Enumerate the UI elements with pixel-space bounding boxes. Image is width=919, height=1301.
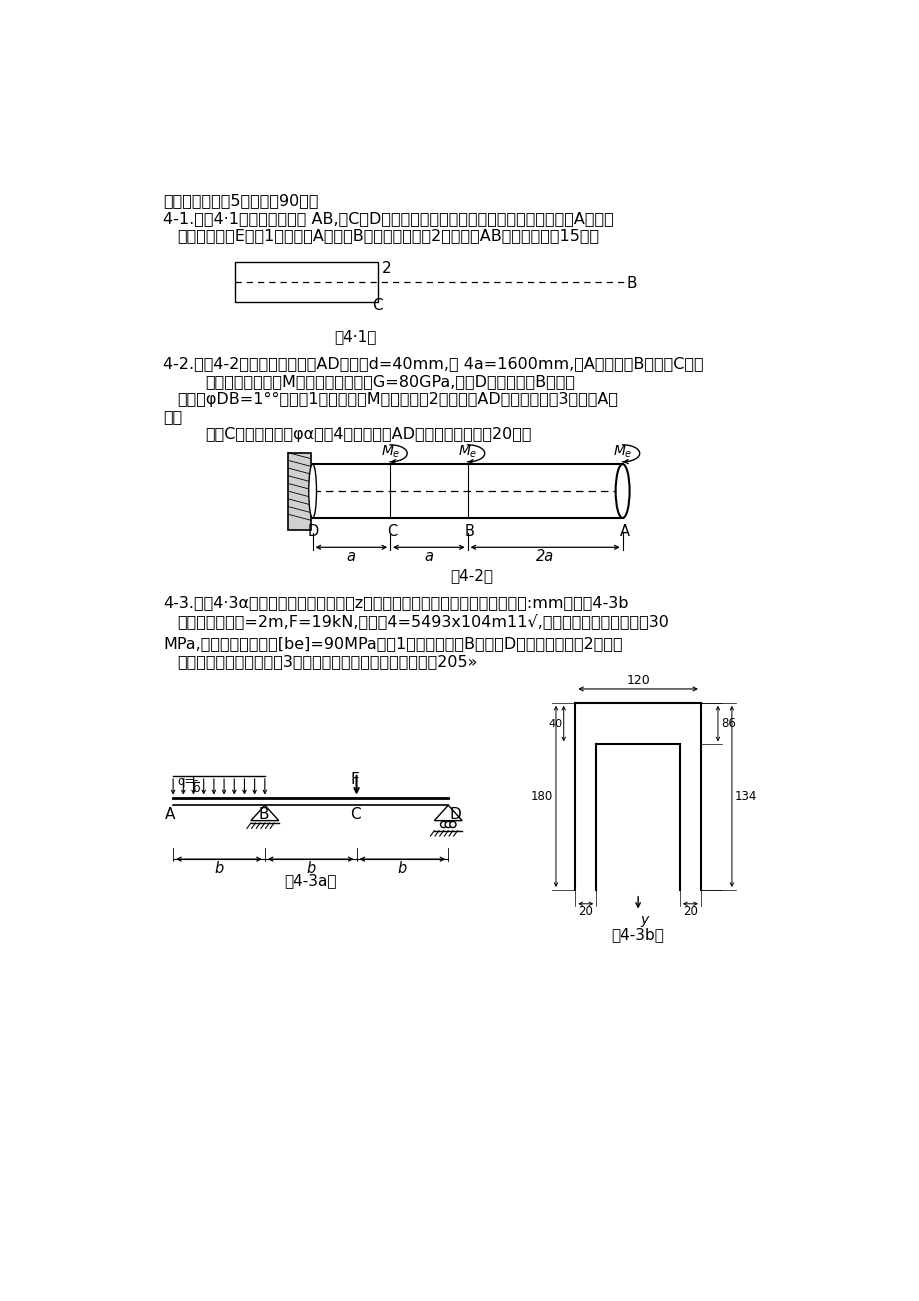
Ellipse shape: [615, 464, 629, 518]
Text: 题4·1图: 题4·1图: [334, 329, 376, 345]
Polygon shape: [251, 805, 278, 821]
Text: B: B: [464, 524, 474, 539]
Text: 2: 2: [382, 260, 391, 276]
Text: 题4-2图: 题4-2图: [449, 569, 493, 583]
Text: C: C: [372, 298, 382, 312]
Circle shape: [440, 821, 447, 827]
Text: a: a: [346, 549, 356, 563]
Text: MPa,铸铁的许用压应力[be]=90MPa。（1）试求出支座B、支座D的支座反力，（2）画出: MPa,铸铁的许用压应力[be]=90MPa。（1）试求出支座B、支座D的支座反…: [163, 636, 622, 652]
Text: 分别作用外力偶矩M，材料的切变模量G=80GPa,截面D相对于截面B的相对: 分别作用外力偶矩M，材料的切变模量G=80GPa,截面D相对于截面B的相对: [206, 373, 575, 389]
Text: 20: 20: [578, 905, 593, 919]
Text: B: B: [257, 807, 268, 822]
Text: $M_e$: $M_e$: [380, 444, 400, 461]
Text: 题4-3b图: 题4-3b图: [611, 926, 664, 942]
Text: 4-2.如题4-2图所示，实心圆轴AD的直径d=40mm,长 4a=1600mm,其A端截面、B截面、C截面: 4-2.如题4-2图所示，实心圆轴AD的直径d=40mm,长 4a=1600mm…: [163, 356, 703, 371]
Text: 的弹性模量为E。（1）求支座A、支座B的支座反力，（2）画出杆AB的轴力图。（15分）: 的弹性模量为E。（1）求支座A、支座B的支座反力，（2）画出杆AB的轴力图。（1…: [176, 229, 598, 243]
Bar: [235, 263, 378, 302]
Text: 梁的剪力图和弯矩图，（3）试校核梁的正应力强度条件。（205»: 梁的剪力图和弯矩图，（3）试校核梁的正应力强度条件。（205»: [176, 654, 477, 669]
Text: F: F: [191, 775, 199, 788]
Text: 截面C的相对扭转角φα；（4）实心圆轴AD的最大切应力。（20分）: 截面C的相对扭转角φα；（4）实心圆轴AD的最大切应力。（20分）: [206, 427, 531, 442]
Text: 扭转角φDB=1°°求：（1）外力偶矩M的数值；（2）作圆轴AD的扭矩图；（3）截面A相: 扭转角φDB=1°°求：（1）外力偶矩M的数值；（2）作圆轴AD的扭矩图；（3）…: [176, 392, 618, 407]
Text: b: b: [306, 861, 315, 876]
Circle shape: [449, 821, 456, 827]
Text: 20: 20: [682, 905, 698, 919]
Text: B: B: [626, 276, 636, 291]
Text: C: C: [387, 524, 397, 539]
Text: 图所示。已知加=2m,F=19kN,惯性矩4=5493x104m11√,铸铁的许用拉应力匕】二30: 图所示。已知加=2m,F=19kN,惯性矩4=5493x104m11√,铸铁的许…: [176, 613, 668, 628]
Text: 4-1.如题4·1图所示的等直杆 AB,在C、D处沿轴线作用集中力。已知杆的横截面面积为A和材料: 4-1.如题4·1图所示的等直杆 AB,在C、D处沿轴线作用集中力。已知杆的横截…: [163, 211, 613, 226]
Text: 40: 40: [549, 718, 562, 729]
Text: b: b: [397, 861, 406, 876]
Text: 86: 86: [720, 717, 735, 730]
Text: 对于: 对于: [163, 410, 182, 424]
Text: 180: 180: [530, 790, 552, 803]
Text: 2a: 2a: [536, 549, 553, 563]
Text: D: D: [449, 807, 461, 822]
Ellipse shape: [309, 464, 316, 518]
Bar: [288, 453, 311, 530]
Text: 4-3.如题4·3α图所示槽形截面铸铁梁，z轴为中性轴，其横截面尺寸（尺寸单位:mm）如题4-3b: 4-3.如题4·3α图所示槽形截面铸铁梁，z轴为中性轴，其横截面尺寸（尺寸单位:…: [163, 595, 628, 610]
Text: a: a: [424, 549, 433, 563]
Text: D: D: [308, 524, 319, 539]
Text: C: C: [349, 807, 360, 822]
Text: $M_e$: $M_e$: [458, 444, 477, 461]
Text: 题4-3a图: 题4-3a图: [284, 873, 336, 889]
Text: 120: 120: [626, 674, 650, 687]
Text: 四、计算题（共5小题，共90分）: 四、计算题（共5小题，共90分）: [163, 193, 318, 208]
Text: q=: q=: [176, 775, 194, 788]
Circle shape: [445, 821, 451, 827]
Text: y: y: [640, 913, 648, 928]
Text: b: b: [214, 861, 223, 876]
Polygon shape: [434, 805, 461, 821]
Text: F: F: [350, 771, 358, 787]
Text: $M_e$: $M_e$: [613, 444, 632, 461]
Text: 134: 134: [734, 790, 756, 803]
Text: b: b: [192, 782, 199, 795]
Text: A: A: [618, 524, 629, 539]
Text: A: A: [165, 807, 176, 822]
